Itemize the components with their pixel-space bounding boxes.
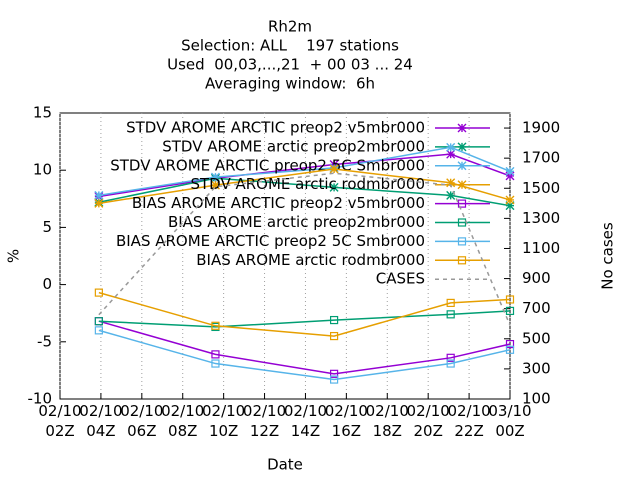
data-point — [505, 339, 515, 349]
y2-tick-label: 1500 — [522, 179, 560, 197]
data-point — [94, 288, 103, 297]
series-line — [98, 291, 511, 337]
data-point — [505, 195, 515, 205]
legend-label: BIAS AROME ARCTIC preop2 5C Smbr000 — [116, 232, 425, 250]
y2-tick-label: 300 — [522, 359, 551, 377]
data-point — [211, 350, 220, 359]
x-tick-label: 02/10 12Z — [242, 402, 287, 440]
legend-label: CASES — [376, 270, 425, 288]
legend-marker — [457, 199, 467, 208]
legend-label: STDV AROME arctic preop2mbr000 — [162, 137, 425, 155]
series-line — [98, 310, 511, 328]
y2-tick-label: 1900 — [522, 119, 560, 137]
x-tick-label: 02/10 06Z — [120, 402, 164, 440]
legend-label: BIAS AROME arctic rodmbr000 — [196, 251, 425, 269]
legend-marker — [457, 218, 467, 227]
data-point — [94, 190, 104, 200]
legend-marker — [457, 237, 467, 246]
x-tick-label: 02/10 22Z — [447, 402, 491, 440]
legend-marker — [457, 256, 467, 265]
legend-marker — [457, 123, 467, 133]
data-point — [446, 149, 456, 159]
y2-tick-label: 100 — [522, 390, 551, 408]
data-point — [505, 201, 515, 211]
series-line — [98, 329, 511, 381]
series-line — [98, 172, 511, 326]
y-axis-label: % — [5, 249, 23, 263]
y2-tick-label: 700 — [522, 299, 551, 317]
data-point — [505, 171, 515, 181]
data-point — [211, 359, 220, 368]
data-point — [505, 306, 515, 316]
legend-marker — [457, 142, 467, 152]
legend-label: STDV AROME ARCTIC preop2 5C Smbr000 — [110, 156, 425, 174]
data-point — [94, 317, 103, 326]
x-tick-label: 02/10 16Z — [324, 402, 368, 440]
y2-tick-label: 1700 — [522, 149, 560, 167]
data-point — [446, 142, 456, 152]
series-line — [98, 320, 511, 375]
data-point — [446, 190, 456, 200]
data-point — [446, 178, 456, 188]
chart-title: Averaging window: 6h — [205, 75, 375, 93]
data-point — [505, 166, 515, 176]
x-tick-label: 03/10 00Z — [488, 402, 532, 440]
chart-title: Selection: ALL 197 stations — [181, 37, 399, 55]
data-point — [94, 198, 104, 208]
y-tick-label: 0 — [42, 275, 52, 293]
y-tick-label: 5 — [42, 218, 52, 236]
plot-frame — [59, 112, 511, 400]
legend-label: BIAS AROME arctic preop2mbr000 — [168, 213, 425, 231]
chart-title: Rh2m — [268, 18, 312, 36]
data-point — [329, 331, 339, 341]
data-point — [94, 326, 103, 335]
legend-label: STDV AROME arctic rodmbr000 — [191, 175, 426, 193]
data-point — [446, 359, 455, 368]
y-tick-label: -10 — [28, 390, 53, 408]
y-tick-label: 10 — [33, 161, 52, 179]
y2-tick-label: 900 — [522, 269, 551, 287]
legend-marker — [457, 180, 467, 190]
y-tick-label: 15 — [33, 104, 52, 122]
x-tick-label: 02/10 04Z — [79, 402, 123, 440]
data-point — [329, 164, 339, 174]
x-tick-label: 02/10 20Z — [406, 402, 450, 440]
legend-marker — [457, 161, 467, 171]
data-point — [329, 375, 339, 384]
data-point — [210, 180, 220, 190]
x-axis-label: Date — [267, 456, 303, 474]
x-tick-label: 02/10 08Z — [161, 402, 205, 440]
x-tick-label: 02/10 18Z — [365, 402, 409, 440]
data-point — [446, 310, 455, 319]
legend-label: BIAS AROME ARCTIC preop2 v5mbr000 — [132, 194, 425, 212]
x-tick-label: 02/10 10Z — [202, 402, 246, 440]
data-point — [505, 295, 515, 304]
data-point — [329, 369, 339, 378]
y2-tick-label: 500 — [522, 329, 551, 347]
y2-tick-label: 1100 — [522, 239, 560, 257]
data-point — [211, 321, 220, 330]
data-point — [446, 353, 455, 362]
y-tick-label: -5 — [37, 332, 52, 350]
y2-tick-label: 1300 — [522, 209, 560, 227]
data-point — [446, 298, 455, 308]
data-point — [505, 345, 515, 354]
data-point — [210, 172, 220, 182]
x-tick-label: 02/10 14Z — [283, 402, 328, 440]
y2-axis-label: No cases — [599, 222, 617, 290]
chart-title: Used 00,03,...,21 + 00 03 ... 24 — [167, 56, 413, 74]
x-tick-label: 02/10 02Z — [38, 402, 82, 440]
legend-label: STDV AROME ARCTIC preop2 v5mbr000 — [126, 119, 425, 137]
data-point — [329, 315, 339, 325]
data-point — [329, 182, 339, 192]
